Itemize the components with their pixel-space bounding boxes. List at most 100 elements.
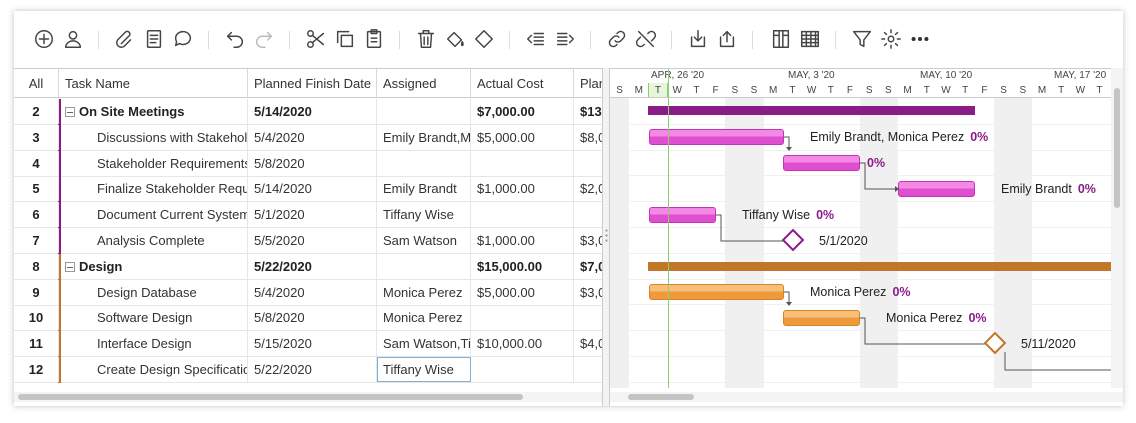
cell-id[interactable]: 7 (14, 228, 59, 253)
table-row[interactable]: 11 Interface Design 5/15/2020 Sam Watson,Ti… (14, 331, 602, 358)
splitter-handle-icon[interactable] (605, 228, 608, 242)
vertical-scroll-thumb[interactable] (1114, 88, 1120, 208)
cell-id[interactable]: 6 (14, 202, 59, 228)
cell-name[interactable]: Discussions with Stakeholders (59, 124, 248, 150)
redo-icon[interactable] (252, 27, 276, 51)
cell-cost[interactable] (471, 150, 574, 176)
cell-cost[interactable]: $7,000.00 (471, 99, 574, 124)
table-row[interactable]: 9 Design Database 5/4/2020 Monica Perez $5,0… (14, 279, 602, 306)
fill-color-icon[interactable] (443, 27, 467, 51)
cell-plan[interactable]: $8,0 (574, 125, 602, 150)
cell-finish[interactable]: 5/15/2020 (248, 331, 377, 357)
collapse-toggle-icon[interactable] (65, 107, 75, 117)
collapse-toggle-icon[interactable] (65, 261, 75, 272)
header-assigned[interactable]: Assigned (377, 69, 471, 98)
table-row[interactable]: 12 Create Design Specifications 5/22/2020 T… (14, 357, 602, 383)
cell-cost[interactable]: $5,000.00 (471, 124, 574, 150)
milestone-diamond-analysis[interactable] (781, 228, 805, 252)
undo-icon[interactable] (223, 27, 247, 51)
cell-finish[interactable]: 5/4/2020 (248, 279, 377, 305)
table-row[interactable]: 5 Finalize Stakeholder Requirements 5/14/2… (14, 176, 602, 203)
settings-icon[interactable] (879, 27, 903, 51)
cell-plan[interactable] (574, 151, 602, 176)
columns-icon[interactable] (769, 27, 793, 51)
link-icon[interactable] (605, 27, 629, 51)
more-icon[interactable] (908, 27, 932, 51)
add-icon[interactable] (32, 27, 56, 51)
task-bar-software-design[interactable] (783, 310, 860, 326)
cell-finish[interactable]: 5/4/2020 (248, 124, 377, 150)
cell-id[interactable]: 9 (14, 279, 59, 305)
header-task-name[interactable]: Task Name (59, 69, 248, 98)
cell-name[interactable]: Design (59, 253, 248, 279)
cell-assigned[interactable]: Monica Perez (377, 305, 471, 331)
summary-row[interactable]: 2 On Site Meetings 5/14/2020 $7,000.00 $13 (14, 99, 602, 125)
cell-cost[interactable]: $15,000.00 (471, 253, 574, 279)
cell-name[interactable]: Finalize Stakeholder Requirements (59, 176, 248, 202)
cell-assigned[interactable]: Tiffany Wise (377, 357, 471, 382)
cell-finish[interactable]: 5/8/2020 (248, 305, 377, 331)
summary-bar-design[interactable] (648, 262, 1123, 271)
cell-assigned[interactable]: Sam Watson (377, 228, 471, 253)
milestone-icon[interactable] (472, 27, 496, 51)
cell-cost[interactable] (471, 202, 574, 228)
cell-cost[interactable] (471, 305, 574, 331)
pane-splitter[interactable] (602, 68, 610, 406)
cell-plan[interactable]: $7,0 (574, 254, 602, 279)
cell-name[interactable]: Analysis Complete (59, 228, 248, 253)
grid-scroll-thumb[interactable] (18, 394, 523, 400)
delete-icon[interactable] (414, 27, 438, 51)
milestone-diamond-interface[interactable] (983, 331, 1007, 355)
cell-finish[interactable]: 5/14/2020 (248, 99, 377, 124)
cut-icon[interactable] (304, 27, 328, 51)
gantt-scroll-thumb[interactable] (628, 394, 694, 400)
header-all[interactable]: All (14, 69, 59, 98)
cell-assigned[interactable]: Monica Perez (377, 279, 471, 305)
cell-id[interactable]: 12 (14, 357, 59, 382)
cell-name[interactable]: Software Design (59, 305, 248, 331)
cell-assigned[interactable] (377, 253, 471, 279)
indent-icon[interactable] (553, 27, 577, 51)
vertical-scrollbar[interactable] (1111, 68, 1123, 388)
summary-row[interactable]: 8 Design 5/22/2020 $15,000.00 $7,0 (14, 253, 602, 280)
cell-assigned[interactable] (377, 99, 471, 124)
cell-finish[interactable]: 5/22/2020 (248, 253, 377, 279)
notes-icon[interactable] (142, 27, 166, 51)
cell-assigned[interactable]: Sam Watson,Tiffany Wise (377, 331, 471, 357)
table-row[interactable]: 6 Document Current Systems 5/1/2020 Tiffany… (14, 202, 602, 229)
unlink-icon[interactable] (634, 27, 658, 51)
cell-id[interactable]: 2 (14, 99, 59, 124)
cell-plan[interactable]: $3,0 (574, 280, 602, 305)
cell-assigned[interactable]: Emily Brandt (377, 176, 471, 202)
task-bar-discussions[interactable] (649, 129, 784, 145)
cell-id[interactable]: 5 (14, 176, 59, 202)
task-bar-document-systems[interactable] (649, 207, 716, 223)
header-actual-cost[interactable]: Actual Cost (471, 69, 574, 98)
cell-name[interactable]: Create Design Specifications (59, 357, 248, 382)
cell-name[interactable]: Stakeholder Requirements (59, 150, 248, 176)
summary-bar-on-site-meetings[interactable] (648, 106, 975, 115)
grid-icon[interactable] (798, 27, 822, 51)
cell-finish[interactable]: 5/14/2020 (248, 176, 377, 202)
attachment-icon[interactable] (113, 27, 137, 51)
cell-name[interactable]: Design Database (59, 279, 248, 305)
cell-id[interactable]: 8 (14, 253, 59, 279)
filter-icon[interactable] (850, 27, 874, 51)
paste-icon[interactable] (362, 27, 386, 51)
cell-finish[interactable]: 5/1/2020 (248, 202, 377, 228)
cell-cost[interactable]: $5,000.00 (471, 279, 574, 305)
cell-assigned[interactable]: Emily Brandt,Monica Perez (377, 124, 471, 150)
cell-name[interactable]: On Site Meetings (59, 99, 248, 124)
cell-id[interactable]: 11 (14, 331, 59, 357)
table-row[interactable]: 4 Stakeholder Requirements 5/8/2020 (14, 150, 602, 177)
table-row[interactable]: 7 Analysis Complete 5/5/2020 Sam Watson $1,0… (14, 228, 602, 254)
header-planned-cost[interactable]: Plan (574, 69, 602, 98)
cell-plan[interactable] (574, 357, 602, 382)
grid-horizontal-scrollbar[interactable] (14, 392, 602, 402)
cell-finish[interactable]: 5/8/2020 (248, 150, 377, 176)
cell-plan[interactable] (574, 202, 602, 227)
task-bar-stakeholder-req[interactable] (783, 155, 860, 171)
outdent-icon[interactable] (524, 27, 548, 51)
cell-finish[interactable]: 5/22/2020 (248, 357, 377, 382)
import-icon[interactable] (686, 27, 710, 51)
